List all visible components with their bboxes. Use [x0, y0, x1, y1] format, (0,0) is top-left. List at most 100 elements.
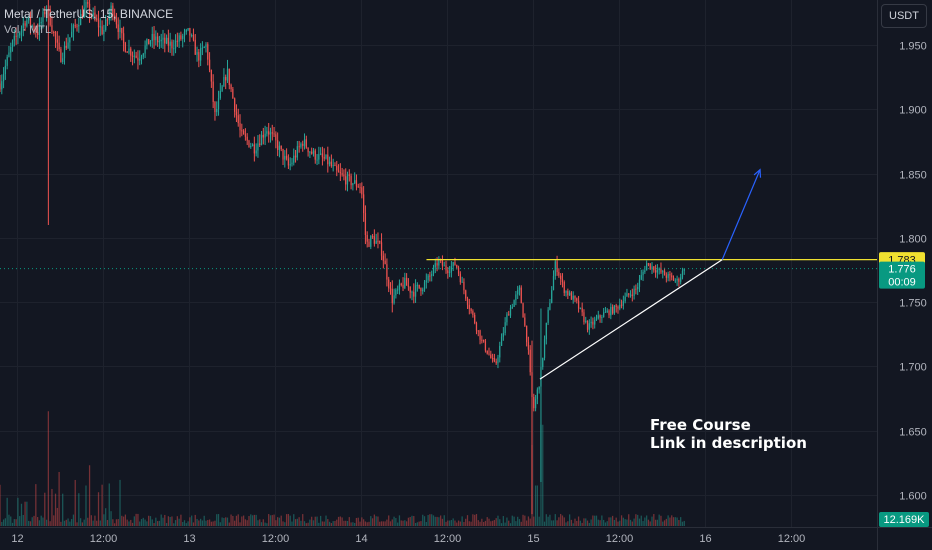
- candle-body: [617, 306, 619, 309]
- candle-body: [42, 11, 44, 22]
- volume-bar: [235, 515, 238, 526]
- volume-label-bg: [879, 512, 929, 527]
- volume-bar: [441, 518, 444, 526]
- volume-bar: [87, 517, 89, 526]
- candle-body: [268, 131, 270, 135]
- candle-body: [207, 44, 209, 60]
- candle-body: [570, 292, 573, 300]
- candle-body: [192, 35, 195, 40]
- volume-bar: [357, 517, 359, 526]
- volume-bar: [393, 516, 395, 526]
- volume-bar: [490, 521, 492, 526]
- candle-body: [637, 287, 639, 290]
- candle-body: [119, 28, 121, 32]
- candle-body: [413, 291, 415, 297]
- candle-body: [429, 275, 431, 277]
- candle-body: [71, 31, 73, 38]
- volume-bar: [622, 517, 624, 526]
- candle-body: [608, 310, 610, 316]
- candle-body: [586, 320, 589, 330]
- time-axis[interactable]: 12 12:00 13 12:00 14 12:00 15 12:00 16 12:00: [11, 533, 805, 545]
- volume-bar: [556, 520, 558, 526]
- volume-bar: [11, 522, 14, 526]
- volume-bar: [212, 521, 214, 526]
- volume-bar: [36, 517, 39, 526]
- candle-body: [54, 32, 57, 40]
- candle-body: [579, 307, 581, 309]
- volume-bar: [131, 522, 134, 526]
- candle-body: [350, 175, 352, 186]
- volume-bar: [289, 515, 291, 526]
- candle-body: [203, 47, 205, 49]
- candle-body: [601, 317, 603, 319]
- candle-body: [140, 56, 143, 59]
- candle-body: [477, 330, 479, 332]
- candle-body: [4, 65, 7, 75]
- volume-bar: [339, 516, 341, 526]
- volume-bars: [0, 411, 685, 526]
- volume-bar: [633, 518, 635, 526]
- candle-body: [502, 332, 504, 337]
- candle-body: [576, 298, 578, 301]
- candle-body: [60, 49, 62, 62]
- volume-bar: [459, 521, 461, 526]
- candle-body: [577, 300, 580, 309]
- price-tick-label: 1.800: [899, 234, 927, 246]
- candle-body: [592, 321, 594, 325]
- candle-body: [99, 26, 101, 28]
- volume-bar: [604, 522, 607, 526]
- candle-body: [651, 266, 653, 269]
- candle-body: [382, 255, 384, 261]
- volume-bar: [350, 522, 352, 526]
- candle-body: [325, 154, 327, 159]
- candle-body: [334, 165, 336, 167]
- volume-bar: [287, 514, 290, 526]
- volume-bar: [176, 516, 178, 526]
- price-axis[interactable]: 1.950 1.900 1.850 1.800 1.750 1.700 1.650 1.600: [899, 41, 927, 503]
- candle-body: [610, 306, 612, 316]
- volume-bar: [63, 520, 66, 526]
- candle-body: [280, 145, 282, 149]
- volume-bar: [314, 516, 316, 526]
- candle-body: [94, 12, 96, 19]
- symbol-title[interactable]: Metal / TetherUS, 15, BINANCE: [4, 7, 174, 21]
- volume-bar: [108, 483, 110, 526]
- volume-bar: [148, 515, 150, 526]
- candle-body: [242, 130, 245, 135]
- candle-body: [635, 288, 637, 290]
- candle-body: [76, 25, 78, 27]
- candle-body: [165, 37, 168, 44]
- volume-bar: [15, 519, 17, 526]
- candle-body: [230, 84, 232, 90]
- candle-body: [397, 289, 399, 291]
- volume-bar: [524, 515, 526, 526]
- candle-body: [176, 40, 178, 42]
- volume-bar: [359, 521, 361, 526]
- currency-button[interactable]: USDT: [881, 4, 927, 28]
- candle-body: [524, 317, 526, 326]
- candle-body: [208, 59, 211, 71]
- candle-body: [409, 286, 411, 293]
- volume-bar: [275, 520, 277, 526]
- candle-body: [391, 288, 393, 304]
- volume-bar: [128, 521, 130, 526]
- volume-bar: [404, 520, 406, 526]
- candle-body: [647, 263, 650, 265]
- candle-body: [445, 265, 447, 271]
- candle-body: [388, 279, 390, 289]
- volume-legend[interactable]: Vol · MTL: [4, 24, 52, 36]
- volume-bar: [370, 516, 372, 526]
- volume-bar: [431, 514, 433, 526]
- candle-body: [642, 271, 644, 276]
- promo-line-1: Free Course: [650, 416, 751, 434]
- candle-body: [65, 45, 67, 48]
- volume-bar: [348, 517, 350, 526]
- candle-body: [443, 265, 445, 267]
- volume-bar: [185, 523, 187, 526]
- volume-bar: [207, 520, 209, 526]
- volume-bar: [13, 519, 15, 526]
- volume-bar: [506, 517, 508, 526]
- candle-body: [311, 151, 313, 154]
